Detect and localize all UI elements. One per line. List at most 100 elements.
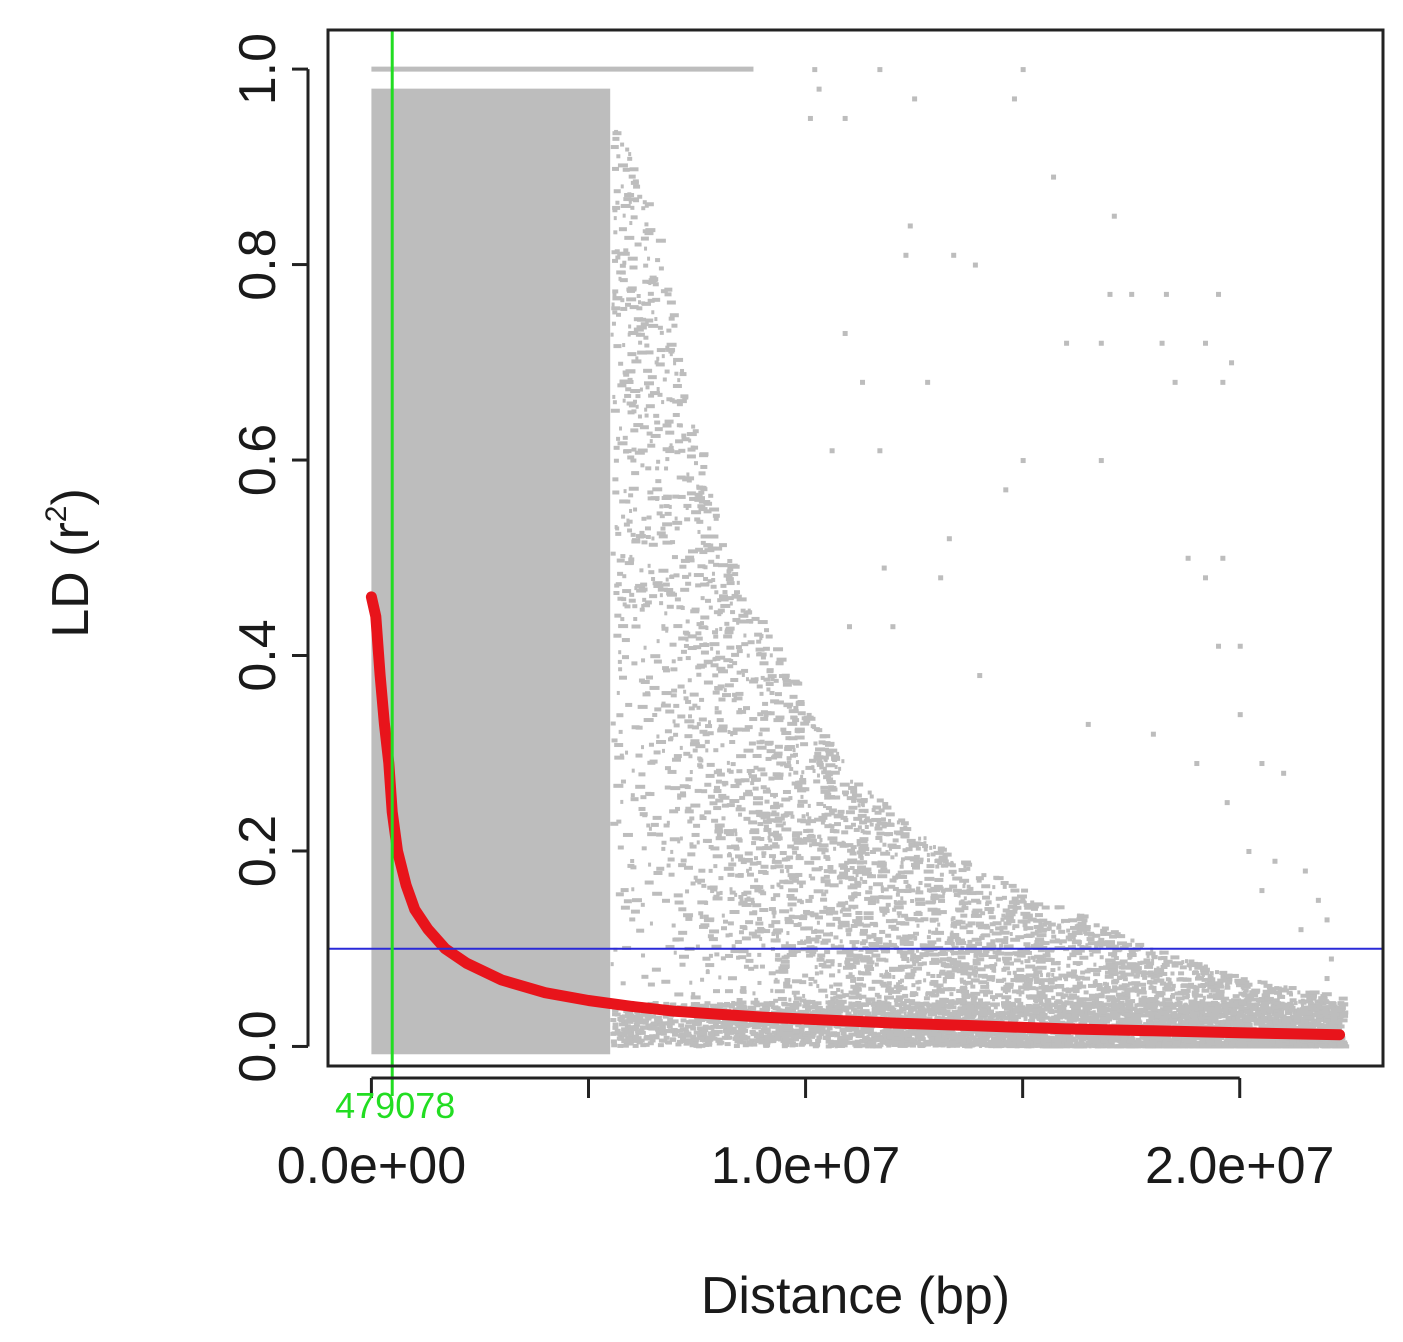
ld-point [1150,985,1154,990]
ld-point [619,426,623,431]
ld-point [1054,938,1060,943]
ld-point [867,901,876,906]
ld-point [638,806,646,811]
ld-point [888,966,899,971]
ld-point [710,534,719,539]
ld-point [793,716,798,721]
ld-point [703,543,714,548]
ld-point [669,352,673,357]
ld-point [619,278,628,283]
ld-point [1069,953,1077,958]
ld-point [878,869,883,874]
ld-point [616,558,625,563]
ld-point [736,955,741,960]
ld-point [754,888,762,893]
ld-point [645,535,651,540]
ld-point [1039,973,1043,978]
ld-point [1199,999,1206,1004]
ld-point [718,543,727,548]
ld-point [699,729,708,734]
ld-point [674,526,680,531]
ld-point [920,917,929,922]
ld-point [720,594,728,599]
ld-point [644,246,648,251]
ld-point [780,727,787,732]
ld-point [970,999,977,1004]
ld-point [1027,917,1037,922]
ld-point [730,857,734,862]
ld-point [818,962,824,967]
ld-point [638,678,645,683]
ld-point [1130,969,1141,974]
ld-point [773,718,784,723]
ld-point [758,811,769,816]
ld-point [1046,972,1051,977]
ld-point [617,383,627,388]
ld-point [761,851,767,856]
ld-point [763,819,772,824]
ld-point [622,260,627,265]
ld-point [912,962,917,967]
ld-point [686,432,697,437]
ld-point [674,597,681,602]
ld-point [741,672,745,677]
ld-point [893,998,903,1003]
ld-point [933,1042,938,1047]
ld-point [1160,1007,1166,1012]
ld-point [905,884,912,889]
ld-point [759,936,763,941]
ld-point [712,630,719,635]
ld-point [881,948,888,953]
ld-point [915,948,919,953]
ld-point [1051,929,1056,934]
ld-point [1001,1001,1010,1006]
ld-point [1103,981,1108,986]
ld-point [806,953,814,958]
ld-point [696,664,705,669]
ld-point [778,966,782,971]
ld-point [828,910,839,915]
ld-point [1164,997,1173,1002]
ld-point [779,869,784,874]
ld-point [814,971,819,976]
ld-point [670,667,678,672]
ld-point [744,851,753,856]
ld-point [748,966,755,971]
ld-point [783,703,790,708]
ld-point [773,794,777,799]
ld-point [1041,905,1050,910]
ld-point [782,678,791,683]
ld-point [703,680,713,685]
ld-point [680,605,685,610]
ld-point [816,762,824,767]
ld-point [1170,1011,1177,1016]
ld-point [612,208,618,213]
ld-point [652,891,663,896]
ld-point [1054,905,1065,910]
ld-point [772,833,782,838]
ld-point [757,822,764,827]
ld-point [910,899,915,904]
ld-point [642,200,647,205]
ld-point [826,741,835,746]
ld-point [720,603,731,608]
ld-point [746,896,751,901]
ld-point [696,840,700,845]
ld-point [999,1017,1004,1022]
ld-point [647,563,651,568]
ld-point [1059,940,1063,945]
ld-point [829,770,840,775]
ld-point [765,682,774,687]
ld-point [1130,938,1135,943]
ld-point [680,394,689,399]
ld-point [762,789,771,794]
ld-point [640,795,647,800]
ld-point [648,393,655,398]
ld-point [1072,988,1080,993]
ld-point [930,852,936,857]
ld-point [1000,986,1011,991]
ld-point [919,857,924,862]
ld-point [660,289,668,294]
ld-point [1260,1001,1269,1006]
ld-point [879,981,887,986]
